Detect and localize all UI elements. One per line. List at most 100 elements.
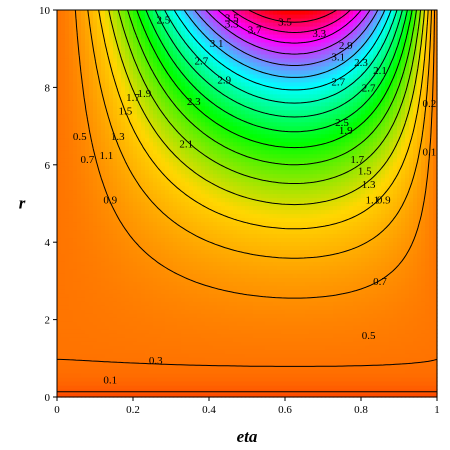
heatmap-cell: [237, 177, 242, 183]
heatmap-cell: [101, 153, 106, 159]
heatmap-cell: [77, 13, 82, 19]
heatmap-cell: [169, 21, 174, 27]
heatmap-cell: [233, 385, 238, 390]
heatmap-cell: [85, 185, 90, 191]
heatmap-cell: [225, 177, 230, 183]
heatmap-cell: [225, 317, 230, 322]
heatmap-cell: [129, 189, 134, 195]
heatmap-cell: [253, 381, 258, 386]
heatmap-cell: [217, 377, 222, 382]
heatmap-cell: [177, 173, 182, 179]
heatmap-cell: [57, 225, 62, 231]
heatmap-cell: [181, 101, 186, 107]
heatmap-cell: [245, 393, 250, 398]
heatmap-cell: [149, 317, 154, 322]
heatmap-cell: [85, 333, 90, 338]
heatmap-cell: [65, 97, 70, 103]
heatmap-cell: [177, 37, 182, 43]
heatmap-cell: [133, 233, 138, 239]
heatmap-cell: [177, 93, 182, 99]
heatmap-cell: [261, 293, 266, 298]
heatmap-cell: [89, 333, 94, 338]
heatmap-cell: [189, 217, 194, 223]
heatmap-cell: [109, 241, 114, 246]
heatmap-cell: [145, 93, 150, 99]
heatmap-cell: [225, 161, 230, 167]
heatmap-cell: [221, 365, 226, 370]
heatmap-cell: [145, 321, 150, 326]
heatmap-cell: [73, 205, 78, 211]
heatmap-cell: [129, 277, 134, 282]
heatmap-cell: [213, 353, 218, 358]
heatmap-cell: [173, 37, 178, 43]
heatmap-cell: [89, 305, 94, 310]
heatmap-cell: [257, 341, 262, 346]
heatmap-cell: [97, 201, 102, 207]
heatmap-cell: [77, 145, 82, 151]
heatmap-cell: [137, 193, 142, 199]
heatmap-cell: [261, 385, 266, 390]
heatmap-cell: [133, 89, 138, 95]
heatmap-cell: [201, 49, 206, 55]
heatmap-cell: [253, 345, 258, 350]
heatmap-cell: [249, 257, 254, 262]
heatmap-cell: [65, 37, 70, 43]
heatmap-cell: [109, 137, 114, 143]
heatmap-cell: [221, 165, 226, 171]
heatmap-cell: [161, 349, 166, 354]
heatmap-cell: [205, 77, 210, 83]
heatmap-cell: [109, 57, 114, 63]
heatmap-cell: [77, 277, 82, 282]
heatmap-cell: [169, 129, 174, 135]
heatmap-cell: [169, 193, 174, 199]
heatmap-cell: [249, 61, 254, 67]
heatmap-cell: [253, 229, 258, 235]
heatmap-cell: [85, 109, 90, 115]
heatmap-cell: [169, 137, 174, 143]
heatmap-cell: [257, 161, 262, 167]
heatmap-cell: [217, 173, 222, 179]
heatmap-cell: [233, 313, 238, 318]
heatmap-cell: [201, 365, 206, 370]
heatmap-cell: [165, 197, 170, 203]
heatmap-cell: [77, 257, 82, 262]
heatmap-cell: [73, 305, 78, 310]
heatmap-cell: [109, 313, 114, 318]
heatmap-cell: [237, 53, 242, 59]
heatmap-cell: [77, 365, 82, 370]
heatmap-cell: [113, 57, 118, 63]
heatmap-cell: [93, 105, 98, 111]
heatmap-cell: [157, 297, 162, 302]
heatmap-cell: [85, 153, 90, 159]
heatmap-cell: [189, 233, 194, 239]
heatmap-cell: [149, 261, 154, 266]
heatmap-cell: [181, 253, 186, 258]
heatmap-cell: [57, 21, 62, 27]
heatmap-cell: [113, 165, 118, 171]
heatmap-cell: [237, 201, 242, 207]
heatmap-cell: [145, 181, 150, 187]
heatmap-cell: [237, 381, 242, 386]
heatmap-cell: [61, 21, 66, 27]
heatmap-cell: [217, 221, 222, 227]
heatmap-cell: [193, 53, 198, 59]
heatmap-cell: [61, 273, 66, 278]
heatmap-cell: [65, 21, 70, 27]
heatmap-cell: [221, 313, 226, 318]
heatmap-cell: [205, 221, 210, 227]
heatmap-cell: [253, 361, 258, 366]
heatmap-cell: [233, 53, 238, 59]
heatmap-cell: [73, 377, 78, 382]
heatmap-cell: [101, 349, 106, 354]
heatmap-cell: [241, 357, 246, 362]
heatmap-cell: [233, 165, 238, 171]
heatmap-cell: [201, 25, 206, 31]
heatmap-cell: [85, 17, 90, 23]
heatmap-cell: [153, 253, 158, 258]
heatmap-cell: [89, 153, 94, 159]
heatmap-cell: [69, 333, 74, 338]
heatmap-cell: [189, 25, 194, 31]
heatmap-cell: [165, 185, 170, 191]
heatmap-cell: [73, 97, 78, 103]
heatmap-cell: [257, 317, 262, 322]
